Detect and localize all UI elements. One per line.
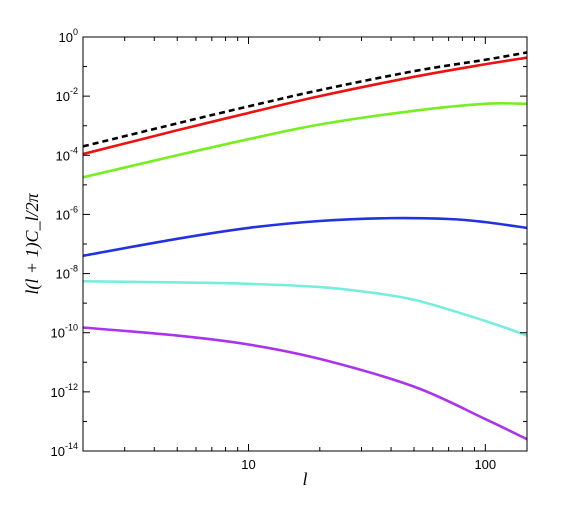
- y-tick-label: 10-2: [56, 86, 78, 104]
- y-tick-exponent: -2: [70, 86, 78, 96]
- y-tick-exponent: -10: [65, 323, 78, 333]
- y-tick-exponent: -8: [70, 264, 78, 274]
- y-tick-exponent: -12: [65, 382, 78, 392]
- y-tick-exponent: -4: [70, 145, 78, 155]
- y-tick-base: 10: [51, 444, 65, 459]
- y-tick-base: 10: [56, 207, 70, 222]
- y-tick-base: 10: [56, 267, 70, 282]
- series-line-6: [82, 326, 528, 441]
- y-tick-label: 100: [59, 27, 78, 45]
- y-tick-exponent: 0: [73, 27, 78, 37]
- series-line-5: [82, 279, 528, 337]
- series-layer: [82, 51, 528, 441]
- y-axis-label: l(l + 1)C_l/2π: [22, 192, 43, 294]
- y-tick-base: 10: [59, 30, 73, 45]
- series-line-1: [82, 51, 528, 148]
- y-tick-label: 10-6: [56, 204, 78, 222]
- y-tick-exponent: -6: [70, 204, 78, 214]
- series-line-2: [82, 56, 528, 156]
- series-line-3: [82, 102, 528, 179]
- plot-frame: [82, 36, 528, 452]
- y-tick-base: 10: [51, 385, 65, 400]
- x-axis-label: l: [302, 469, 307, 489]
- series-line-4: [82, 216, 528, 258]
- y-tick-label: 10-12: [51, 382, 78, 400]
- y-tick-label: 10-8: [56, 264, 78, 282]
- y-tick-label: 10-4: [56, 145, 78, 163]
- y-tick-label: 10-14: [51, 441, 78, 459]
- x-tick-label: 10: [241, 457, 255, 472]
- y-tick-base: 10: [56, 148, 70, 163]
- y-tick-exponent: -14: [65, 441, 78, 451]
- y-tick-base: 10: [51, 326, 65, 341]
- y-tick-label: 10-10: [51, 323, 78, 341]
- y-tick-base: 10: [56, 89, 70, 104]
- x-tick-label: 100: [474, 457, 496, 472]
